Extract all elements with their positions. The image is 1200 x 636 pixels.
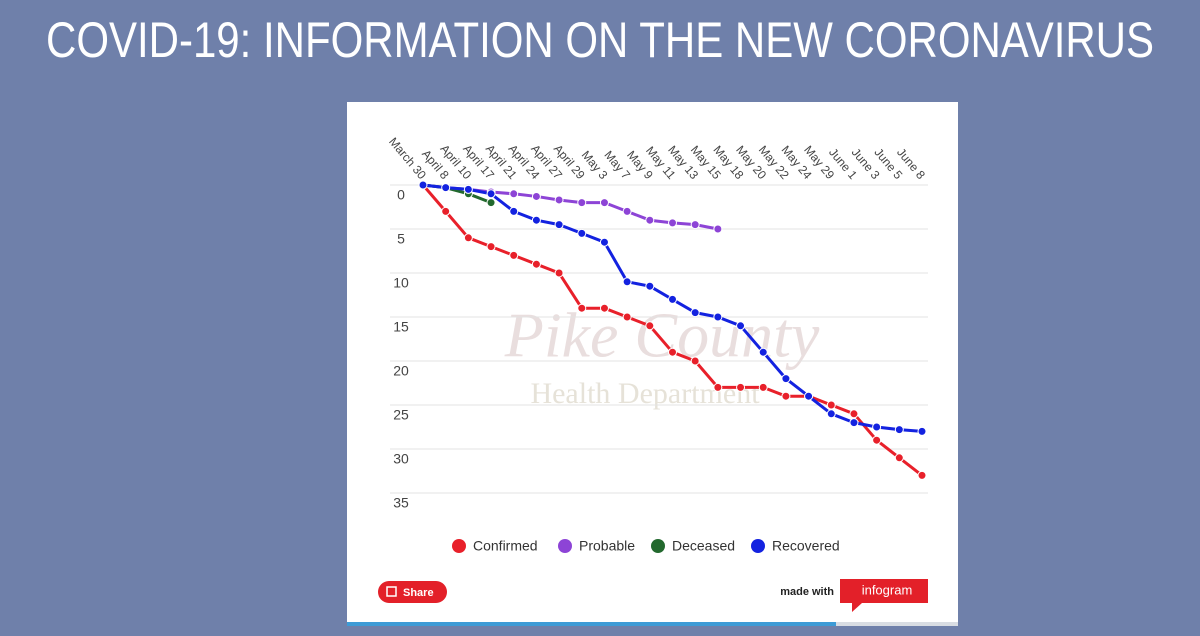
brand-badge[interactable] (840, 579, 928, 612)
data-point (441, 206, 451, 216)
data-point (577, 228, 587, 238)
y-tick-label: 30 (393, 451, 409, 467)
data-point (599, 237, 609, 247)
watermark-subtitle: Health Department (530, 377, 760, 410)
watermark-name: Pike County (504, 300, 820, 371)
data-point (622, 277, 632, 287)
data-point (849, 409, 859, 419)
share-label: Share (403, 587, 434, 599)
legend: Confirmed Probable Deceased Recovered (452, 538, 840, 554)
data-point (736, 321, 746, 331)
data-point (894, 453, 904, 463)
legend-label: Confirmed (473, 538, 538, 554)
data-point (758, 347, 768, 357)
data-point (486, 242, 496, 252)
data-point (826, 409, 836, 419)
data-point (463, 233, 473, 243)
data-point (872, 435, 882, 445)
legend-label: Probable (579, 538, 635, 554)
data-point (668, 347, 677, 357)
data-point (645, 215, 655, 225)
data-point (713, 382, 723, 392)
y-tick-label: 10 (393, 275, 409, 291)
data-point (622, 312, 632, 322)
data-point (917, 426, 927, 436)
legend-marker (651, 539, 665, 553)
data-point (554, 268, 564, 278)
y-tick-label: 20 (393, 363, 409, 379)
data-point (781, 374, 791, 384)
brand-label: infogram (862, 582, 913, 597)
legend-label: Recovered (772, 538, 840, 554)
y-tick-label: 25 (393, 407, 409, 423)
data-point (826, 400, 836, 410)
y-tick-label: 0 (397, 187, 405, 203)
data-point (531, 259, 541, 269)
data-point (781, 391, 791, 401)
data-point (622, 206, 632, 216)
data-point (441, 183, 451, 193)
progress-bar (347, 622, 836, 626)
data-point (894, 425, 904, 435)
data-point (554, 220, 564, 230)
data-point (690, 308, 700, 318)
data-point (531, 215, 541, 225)
made-with: made with (780, 586, 834, 598)
data-point (486, 189, 496, 199)
y-tick-label: 15 (393, 319, 409, 335)
y-tick-label: 35 (393, 495, 409, 511)
legend-label: Deceased (672, 538, 735, 554)
data-point (599, 303, 609, 313)
legend-marker (751, 539, 765, 553)
data-point (872, 422, 882, 432)
data-point (486, 198, 496, 208)
data-point (690, 220, 700, 230)
data-point (599, 198, 609, 208)
page-title: COVID-19: INFORMATION ON THE NEW CORONAV… (46, 12, 1154, 68)
data-point (690, 356, 700, 366)
data-point (577, 303, 587, 313)
share-icon (386, 586, 397, 597)
data-point (554, 195, 564, 205)
data-point (804, 391, 814, 401)
y-tick-label: 5 (397, 231, 405, 247)
data-point (668, 294, 677, 304)
data-point (463, 184, 473, 194)
data-point (509, 250, 519, 260)
data-point (668, 218, 677, 228)
data-point (645, 281, 655, 291)
legend-marker (452, 539, 466, 553)
data-point (713, 312, 723, 322)
data-point (917, 470, 927, 480)
data-point (531, 191, 541, 201)
data-point (713, 224, 723, 234)
data-point (509, 206, 519, 216)
data-point (509, 189, 519, 199)
data-point (577, 198, 587, 208)
legend-marker (558, 539, 572, 553)
data-point (758, 382, 768, 392)
data-point (418, 180, 428, 190)
data-point (849, 418, 859, 428)
data-point (736, 382, 746, 392)
data-point (645, 321, 655, 331)
